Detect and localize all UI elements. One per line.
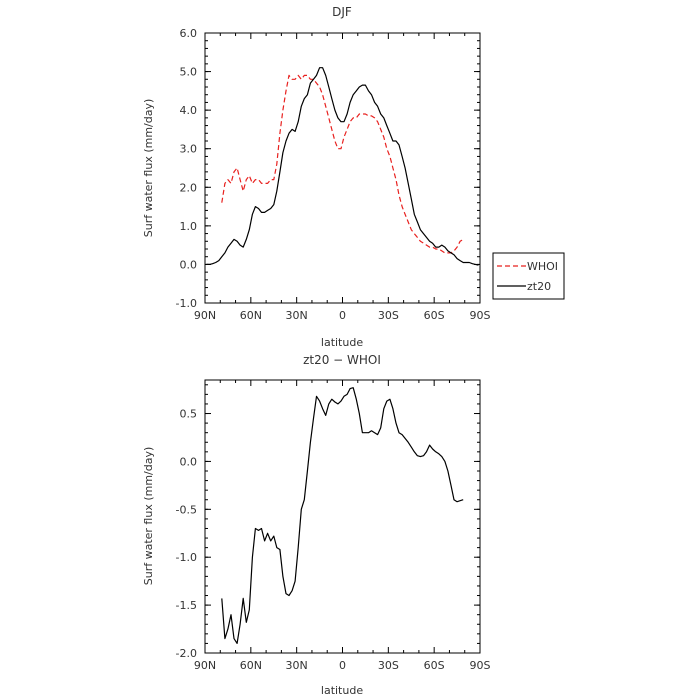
bottom-x-tick-label: 60S (424, 659, 445, 672)
bottom-y-tick-label: 0.0 (180, 455, 198, 468)
bottom-x-tick-label: 90N (194, 659, 216, 672)
top-chart-title: DJF (332, 5, 352, 19)
top-y-tick-label: 6.0 (180, 27, 198, 40)
top-x-axis-label: latitude (321, 336, 363, 349)
bottom-y-axis-label: Surf water flux (mm/day) (142, 447, 155, 586)
legend: WHOI zt20 (492, 252, 565, 300)
bottom-y-tick-label: -2.0 (176, 647, 197, 660)
bottom-x-tick-label: 0 (339, 659, 346, 672)
bottom-plot-frame (204, 379, 481, 654)
top-x-tick-label: 30N (286, 309, 308, 322)
top-x-tick-label: 60S (424, 309, 445, 322)
bottom-x-tick-label: 60N (240, 659, 262, 672)
bottom-y-tick-label: -1.0 (176, 551, 197, 564)
top-y-tick-label: 1.0 (180, 220, 198, 233)
bottom-series-group (221, 387, 464, 645)
top-y-tick-label: 2.0 (180, 181, 198, 194)
bottom-y-tick-label: 0.5 (180, 408, 198, 421)
bottom-x-axis-label: latitude (321, 684, 363, 697)
top-y-axis-label: Surf water flux (mm/day) (142, 99, 155, 238)
bottom-x-tick-label: 30N (286, 659, 308, 672)
bottom-series-difference-line (221, 387, 464, 645)
legend-box (492, 252, 565, 300)
bottom-chart-title: zt20 − WHOI (303, 353, 381, 367)
top-plot-frame (204, 32, 481, 304)
top-y-tick-label: 0.0 (180, 258, 198, 271)
top-series-group (206, 67, 479, 266)
top-series-zt20-line (206, 67, 479, 266)
bottom-chart-difference: zt20 − WHOI 90N 60N 30N 0 30S 60S 90S -2.0 -1.5 -… (142, 353, 491, 697)
top-x-tick-label: 90N (194, 309, 216, 322)
legend-label-zt20: zt20 (527, 280, 551, 293)
top-y-tick-label: 3.0 (180, 143, 198, 156)
top-axes: 90N 60N 30N 0 30S 60S 90S -1.0 0.0 1.0 2.0 3.0 4.0 5.… (176, 27, 491, 322)
bottom-axes: 90N 60N 30N 0 30S 60S 90S -2.0 -1.5 -1.0 -0.5 0.0 0.… (176, 380, 491, 672)
bottom-x-tick-label: 30S (378, 659, 399, 672)
legend-label-whoi: WHOI (527, 260, 558, 273)
bottom-y-tick-label: -0.5 (176, 503, 197, 516)
top-chart-djf: DJF 90N 60N 30N 0 30S 60S 90S -1.0 0.0 1.0 2.0 3.0 4… (142, 5, 565, 349)
bottom-x-tick-label: 90S (470, 659, 491, 672)
top-x-tick-label: 0 (339, 309, 346, 322)
top-y-tick-label: 5.0 (180, 66, 198, 79)
top-y-tick-label: -1.0 (176, 297, 197, 310)
top-x-tick-label: 30S (378, 309, 399, 322)
top-x-tick-label: 90S (470, 309, 491, 322)
bottom-y-tick-label: -1.5 (176, 599, 197, 612)
top-y-tick-label: 4.0 (180, 104, 198, 117)
top-series-whoi-line (221, 74, 464, 254)
top-x-tick-label: 60N (240, 309, 262, 322)
